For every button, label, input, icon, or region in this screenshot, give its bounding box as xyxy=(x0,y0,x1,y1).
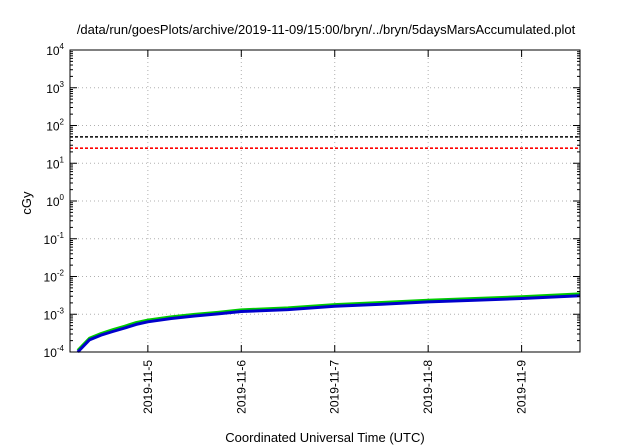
y-tick-label: 101 xyxy=(46,155,64,171)
x-tick-label: 2019-11-5 xyxy=(141,360,155,414)
x-tick-labels: 2019-11-5 2019-11-6 2019-11-7 2019-11-8 2019… xyxy=(141,360,529,414)
y-tick-label: 10-2 xyxy=(44,269,65,285)
y-tick-label: 10-3 xyxy=(44,306,65,322)
x-axis-title: Coordinated Universal Time (UTC) xyxy=(225,430,424,445)
series-line-1 xyxy=(76,292,581,352)
y-tick-label: 103 xyxy=(46,80,64,96)
x-tick-label: 2019-11-8 xyxy=(421,360,435,414)
series-line-2 xyxy=(76,294,581,354)
y-tick-labels: 10-4 10-3 10-2 10-1 100 101 102 103 104 xyxy=(44,42,65,360)
reference-lines xyxy=(70,136,580,150)
y-tick-label: 10-4 xyxy=(44,344,65,360)
y-axis-title: cGy xyxy=(19,191,34,215)
grid xyxy=(70,50,580,352)
y-tick-label: 102 xyxy=(46,118,64,134)
x-tick-label: 2019-11-7 xyxy=(328,360,342,414)
x-tick-label: 2019-11-6 xyxy=(234,360,248,414)
chart-title: /data/run/goesPlots/archive/2019-11-09/1… xyxy=(77,22,576,37)
y-tick-label: 100 xyxy=(46,193,64,209)
series-layer xyxy=(76,292,581,354)
ticks xyxy=(70,49,580,353)
y-tick-label: 10-1 xyxy=(44,231,65,247)
x-tick-label: 2019-11-9 xyxy=(515,360,529,414)
y-tick-label: 104 xyxy=(46,42,64,58)
